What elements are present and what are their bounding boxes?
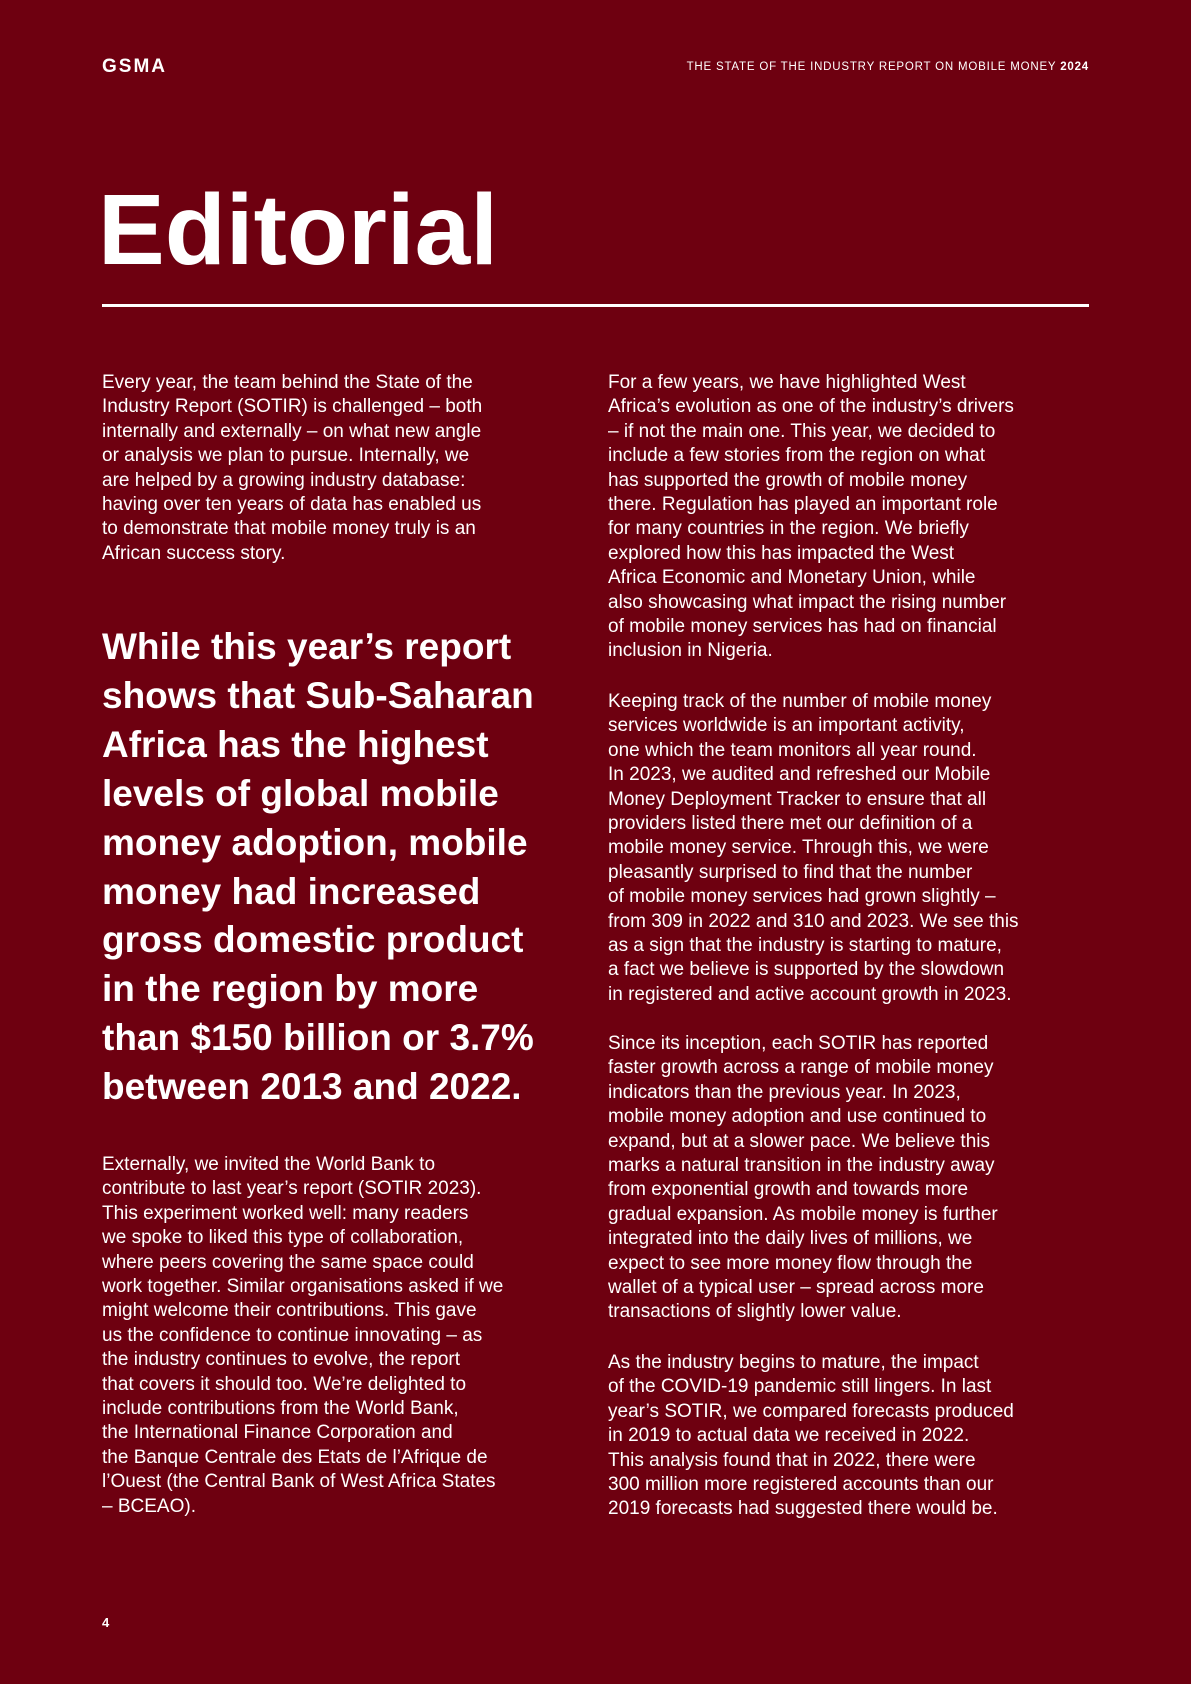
text-line: of mobile money services has had on fina…: [608, 616, 997, 638]
text-line: also showcasing what impact the rising n…: [608, 591, 1007, 613]
text-line: wallet of a typical user – spread across…: [608, 1277, 984, 1299]
text-line: we spoke to liked this type of collabora…: [102, 1227, 464, 1249]
text-line: from exponential growth and towards more: [608, 1179, 969, 1201]
text-line: the Banque Centrale des Etats de l’Afriq…: [102, 1446, 488, 1468]
text-line: year’s SOTIR, we compared forecasts prod…: [608, 1400, 1014, 1422]
text-line: faster growth across a range of mobile m…: [608, 1057, 994, 1079]
text-line: mobile money service. Through this, we w…: [608, 837, 989, 859]
text-line: or analysis we plan to pursue. Internall…: [102, 445, 470, 467]
text-line: the International Finance Corporation an…: [102, 1422, 453, 1444]
text-line: might welcome their contributions. This …: [102, 1300, 477, 1322]
text-line: levels of global mobile: [102, 772, 499, 814]
text-line: Every year, the team behind the State of…: [102, 372, 473, 393]
text-line: Keeping track of the number of mobile mo…: [608, 691, 992, 712]
text-line: Externally, we invited the World Bank to: [102, 1154, 436, 1175]
report-title: THE STATE OF THE INDUSTRY REPORT ON MOBI…: [686, 61, 1057, 73]
text-line: transactions of slightly lower value.: [608, 1301, 902, 1323]
text-line: there. Regulation has played an importan…: [608, 494, 998, 516]
text-line: one which the team monitors all year rou…: [608, 739, 977, 761]
text-line: us the confidence to continue innovating…: [102, 1324, 483, 1346]
text-line: contribute to last year’s report (SOTIR …: [102, 1178, 482, 1200]
text-line: from 309 in 2022 and 310 and 2023. We se…: [608, 910, 1019, 932]
page-title: Editorial: [98, 174, 499, 286]
text-line: are helped by a growing industry databas…: [102, 469, 466, 491]
logo: GSMA: [102, 56, 167, 77]
text-line: include contributions from the World Ban…: [102, 1398, 459, 1420]
text-line: Industry Report (SOTIR) is challenged – …: [102, 396, 483, 418]
text-line: than $150 billion or 3.7%: [102, 1017, 534, 1059]
text-line: mobile money adoption and use continued …: [608, 1106, 987, 1128]
text-line: 300 million more registered accounts tha…: [608, 1474, 994, 1496]
text-line: In 2023, we audited and refreshed our Mo…: [608, 764, 991, 786]
text-line: 2019 forecasts had suggested there would…: [608, 1498, 998, 1520]
text-line: inclusion in Nigeria.: [608, 640, 773, 662]
text-line: a fact we believe is supported by the sl…: [608, 959, 1005, 981]
text-line: Money Deployment Tracker to ensure that …: [608, 788, 987, 810]
page-number: 4: [102, 1615, 110, 1630]
pull-quote: While this year’s report shows that Sub-S…: [102, 623, 534, 1112]
paragraph: Keeping track of the number of mobile mo…: [608, 690, 1019, 1007]
text-line: indicators than the previous year. In 20…: [608, 1081, 961, 1103]
text-line: work together. Similar organisations ask…: [102, 1276, 504, 1298]
text-line: Africa Economic and Monetary Union, whil…: [608, 567, 976, 589]
outro: Externally, we invited the World Bank to…: [102, 1153, 503, 1519]
text-line: in 2019 to actual data we received in 20…: [608, 1425, 970, 1447]
text-line: internally and externally – on what new …: [102, 420, 482, 442]
text-line: gross domestic product: [102, 919, 524, 961]
text-line: pleasantly surprised to find that the nu…: [608, 861, 973, 883]
text-line: – BCEAO).: [102, 1495, 196, 1517]
text-line: – if not the main one. This year, we dec…: [608, 420, 996, 442]
report-header: THE STATE OF THE INDUSTRY REPORT ON MOBI…: [687, 61, 1089, 73]
text-line: in the region by more: [102, 968, 479, 1010]
text-line: where peers covering the same space coul…: [102, 1251, 474, 1273]
text-line: explored how this has impacted the West: [608, 542, 955, 564]
title-rule: [102, 304, 1089, 307]
text-line: between 2013 and 2022.: [102, 1066, 522, 1108]
text-line: Africa’s evolution as one of the industr…: [608, 396, 1014, 418]
text-line: money adoption, mobile: [102, 821, 528, 863]
text-line: Since its inception, each SOTIR has repo…: [608, 1033, 989, 1054]
text-line: l’Ouest (the Central Bank of West Africa…: [102, 1471, 496, 1493]
text-line: For a few years, we have highlighted Wes…: [608, 372, 966, 393]
text-line: This analysis found that in 2022, there …: [608, 1449, 976, 1471]
text-line: of the COVID-19 pandemic still lingers. …: [608, 1376, 992, 1398]
text-line: African success story.: [102, 542, 286, 564]
paragraph: Since its inception, each SOTIR has repo…: [608, 1032, 998, 1325]
text-line: As the industry begins to mature, the im…: [608, 1352, 979, 1373]
text-line: Africa has the highest: [102, 723, 489, 765]
intro: Every year, the team behind the State of…: [102, 371, 482, 566]
text-line: shows that Sub-Saharan: [102, 674, 534, 716]
text-line: marks a natural transition in the indust…: [608, 1155, 995, 1177]
text-line: as a sign that the industry is starting …: [608, 935, 1002, 957]
text-line: services worldwide is an important activ…: [608, 715, 965, 737]
text-line: providers listed there met our definitio…: [608, 813, 973, 835]
text-line: having over ten years of data has enable…: [102, 494, 482, 516]
text-line: has supported the growth of mobile money: [608, 469, 968, 491]
text-line: gradual expansion. As mobile money is fu…: [608, 1203, 998, 1225]
text-line: to demonstrate that mobile money truly i…: [102, 518, 476, 540]
text-line: expand, but at a slower pace. We believe…: [608, 1130, 990, 1152]
paragraph: As the industry begins to mature, the im…: [608, 1351, 1014, 1522]
text-line: This experiment worked well: many reader…: [102, 1202, 469, 1224]
text-line: integrated into the daily lives of milli…: [608, 1228, 973, 1250]
text-line: that covers it should too. We’re delight…: [102, 1373, 467, 1395]
text-line: money had increased: [102, 870, 481, 912]
paragraph: For a few years, we have highlighted Wes…: [608, 371, 1014, 664]
text-line: in registered and active account growth …: [608, 983, 1012, 1005]
report-year: 2024: [1060, 61, 1089, 73]
text-line: include a few stories from the region on…: [608, 445, 986, 467]
text-line: the industry continues to evolve, the re…: [102, 1349, 461, 1371]
text-line: for many countries in the region. We bri…: [608, 518, 969, 540]
text-line: of mobile money services had grown sligh…: [608, 886, 996, 908]
text-line: While this year’s report: [102, 626, 512, 667]
text-line: expect to see more money flow through th…: [608, 1252, 973, 1274]
